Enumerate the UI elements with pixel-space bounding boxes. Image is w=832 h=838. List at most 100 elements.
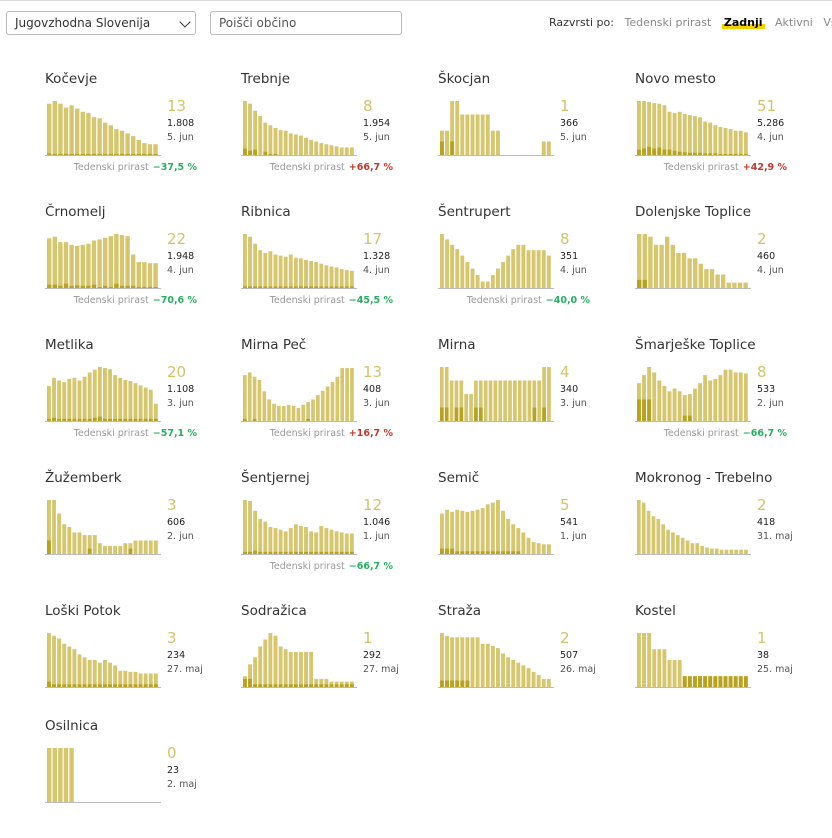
latest-count: 1 <box>363 629 373 647</box>
weekly-growth: Tedenski prirast −45,5 % <box>270 295 393 306</box>
bar-highlight <box>77 684 82 687</box>
bar <box>647 102 652 155</box>
latest-count: 5 <box>560 496 570 514</box>
bar <box>47 748 52 802</box>
municipality-card[interactable]: Trebnje 8 1.954 5. jun Tedenski prirast +66,7… <box>241 71 421 191</box>
municipality-card[interactable]: Kostel 1 38 25. maj <box>635 603 815 723</box>
bar-highlight <box>304 684 308 687</box>
bar <box>262 391 267 421</box>
bar <box>445 239 449 288</box>
bar <box>309 531 314 554</box>
bar <box>444 367 449 421</box>
bar-highlight <box>57 684 62 687</box>
last-date: 4. jun <box>167 265 194 276</box>
region-select[interactable]: Jugovzhodna Slovenija <box>6 11 196 35</box>
municipality-card[interactable]: Straža 2 507 26. maj <box>438 603 618 723</box>
municipality-card[interactable]: Šmarješke Toplice 8 533 2. jun Tedenski prir… <box>635 337 815 457</box>
bar-highlight <box>147 286 153 288</box>
bar-highlight <box>698 152 702 155</box>
bar-highlight <box>87 548 92 554</box>
bar <box>258 646 263 687</box>
bar <box>729 549 734 554</box>
municipality-card[interactable]: Sodražica 1 292 27. maj <box>241 603 421 723</box>
bar <box>503 380 507 421</box>
bar <box>58 748 63 802</box>
bar-highlight <box>47 681 51 687</box>
municipality-card[interactable]: Metlika 20 1.108 3. jun Tedenski prirast −57,… <box>45 337 225 457</box>
bar <box>138 385 143 421</box>
bar-highlight <box>69 285 74 288</box>
municipality-bar-chart <box>45 633 161 688</box>
municipality-card[interactable]: Črnomelj 22 1.948 4. jun Tedenski prirast −70… <box>45 204 225 324</box>
municipality-card[interactable]: Osilnica 0 23 2. maj <box>45 718 225 838</box>
bar <box>334 267 339 288</box>
municipality-card[interactable]: Ribnica 17 1.328 4. jun Tedenski prirast −45,… <box>241 204 421 324</box>
municipality-card[interactable]: Mirna Peč 13 408 3. jun Tedenski prirast +16,… <box>241 337 421 457</box>
bar-highlight <box>128 548 133 554</box>
bar <box>69 748 74 802</box>
municipality-card[interactable]: Novo mesto 51 5.286 4. jun Tedenski prirast +… <box>635 71 815 191</box>
bar <box>680 537 685 554</box>
municipality-card[interactable]: Mokronog - Trebelno 2 418 31. maj <box>635 470 815 590</box>
bar <box>516 528 521 554</box>
bar <box>536 250 541 288</box>
bar <box>278 130 283 155</box>
search-input[interactable] <box>210 11 402 35</box>
bar <box>493 380 498 421</box>
bar-highlight <box>743 153 748 155</box>
bar <box>143 387 148 421</box>
bar <box>62 643 67 687</box>
bar-highlight <box>339 684 344 687</box>
bar <box>536 675 541 687</box>
municipality-card[interactable]: Semič 5 541 1. jun <box>438 470 618 590</box>
municipality-card[interactable]: Mirna 4 340 3. jun <box>438 337 618 457</box>
bar <box>67 646 72 687</box>
bar <box>314 678 319 687</box>
bar <box>82 657 87 687</box>
bar <box>537 380 542 421</box>
bar-highlight <box>344 551 349 554</box>
bar <box>681 252 687 288</box>
bar <box>316 395 320 421</box>
bar <box>718 126 723 155</box>
bar-highlight <box>143 684 148 687</box>
bar <box>324 678 329 687</box>
sort-option-tedenski-prirast[interactable]: Tedenski prirast <box>624 16 712 29</box>
latest-count: 2 <box>560 629 570 647</box>
municipality-card[interactable]: Loški Potok 3 234 27. maj <box>45 603 225 723</box>
municipality-card[interactable]: Dolenjske Toplice 2 460 4. jun <box>635 204 815 324</box>
bar-highlight <box>278 684 283 687</box>
bar-highlight <box>334 286 339 288</box>
bar <box>63 242 69 288</box>
municipality-bar-chart <box>241 368 357 422</box>
municipality-card[interactable]: Škocjan 1 366 5. jun <box>438 71 618 191</box>
bar-highlight <box>52 684 56 687</box>
bar-highlight <box>713 676 718 687</box>
bar-highlight <box>82 684 87 687</box>
municipality-card[interactable]: Šentrupert 8 351 4. jun Tedenski prirast −40,… <box>438 204 618 324</box>
bar <box>283 649 288 687</box>
municipality-card[interactable]: Šentjernej 12 1.046 1. jun Tedenski prirast −… <box>241 470 421 590</box>
bar <box>496 130 500 155</box>
sort-option-vsi[interactable]: Vsi <box>823 16 832 29</box>
bar <box>652 372 657 421</box>
bar <box>450 101 455 155</box>
bar <box>72 377 77 421</box>
cumulative-count: 38 <box>757 650 770 661</box>
bar <box>114 234 119 288</box>
sort-option-aktivni[interactable]: Aktivni <box>775 16 813 29</box>
bar <box>299 525 303 554</box>
bar <box>263 639 268 687</box>
bar-highlight <box>263 286 268 288</box>
municipality-card[interactable]: Kočevje 13 1.808 5. jun Tedenski prirast −37,… <box>45 71 225 191</box>
bar <box>143 540 148 554</box>
bar <box>652 649 657 687</box>
bar-highlight <box>647 399 652 421</box>
bar-highlight <box>273 153 278 155</box>
municipality-card[interactable]: Žužemberk 3 606 2. jun <box>45 470 225 590</box>
bar <box>541 250 546 288</box>
bar-highlight <box>138 418 143 421</box>
bar <box>670 244 675 288</box>
sort-option-zadnji[interactable]: Zadnji <box>721 16 765 29</box>
bar <box>293 134 298 155</box>
